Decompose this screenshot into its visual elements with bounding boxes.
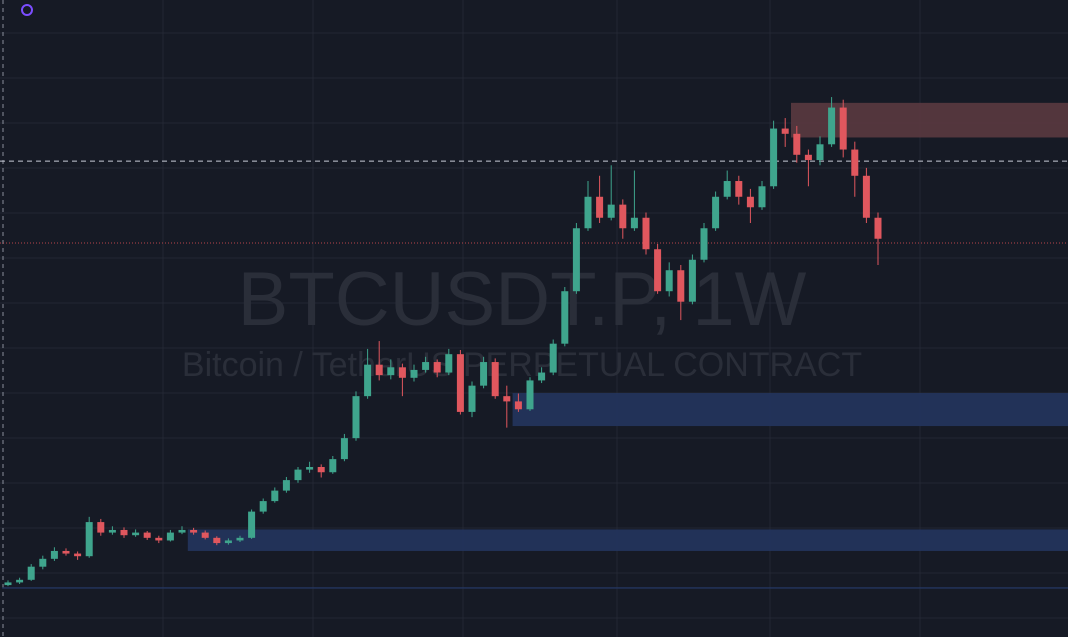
candle-body [584, 196, 592, 229]
candle-body [468, 385, 476, 412]
candle-body [4, 582, 12, 586]
candle-body [816, 144, 824, 161]
candle-body [132, 532, 140, 536]
candle-body [27, 566, 35, 580]
candle-body [398, 367, 406, 378]
candle-body [143, 532, 151, 538]
candle-body [561, 291, 569, 344]
candle-body [248, 511, 256, 538]
zone [2, 587, 1068, 589]
candle-body [828, 107, 836, 145]
candle-body [480, 362, 488, 386]
candle-body [538, 372, 546, 381]
indicator-icon[interactable] [21, 4, 33, 16]
candle-body [352, 396, 360, 439]
candle-body [839, 107, 847, 150]
candle-body [433, 362, 441, 373]
candle-body [665, 270, 673, 292]
candle-body [317, 466, 325, 473]
candle-body [781, 128, 789, 134]
candle-body [201, 532, 209, 538]
candle-body [445, 354, 453, 373]
candle-body [712, 196, 720, 229]
candle-body [619, 204, 627, 229]
candle-body [723, 181, 731, 197]
candle-body [630, 217, 638, 229]
candle-body [770, 128, 778, 187]
candle-body [642, 217, 650, 250]
candle-body [108, 529, 116, 533]
candle-body [166, 532, 174, 541]
watermark-symbol: BTCUSDT.P, 1W [238, 257, 807, 342]
candle-body [155, 537, 163, 541]
candle-body [178, 529, 186, 533]
candle-body [549, 343, 557, 373]
candle-body [39, 558, 47, 567]
candle-body [654, 249, 662, 292]
candle-body [271, 490, 279, 502]
candle-body [735, 181, 743, 197]
candle-body [259, 501, 267, 512]
candle-body [526, 380, 534, 410]
candle-body [224, 540, 232, 544]
candle-body [514, 401, 522, 410]
candle-body [16, 579, 24, 583]
candle-body [596, 196, 604, 218]
candle-body [700, 228, 708, 260]
zones [2, 102, 1068, 589]
candle-body [120, 529, 128, 536]
candle-body [364, 364, 372, 397]
candle-body [422, 362, 430, 370]
candle-body [294, 469, 302, 481]
candle-body [62, 550, 70, 554]
candle-body [503, 396, 511, 402]
candle-body [236, 537, 244, 541]
levels [0, 160, 1068, 244]
watermark-description: Bitcoin / TetherUS PERPETUAL CONTRACT [182, 346, 862, 384]
zone [187, 529, 1068, 551]
candle-body [874, 217, 882, 239]
candle-body [793, 133, 801, 155]
candle-body [410, 369, 418, 378]
candle-body [85, 522, 93, 557]
candle-body [74, 553, 82, 557]
candle-body [282, 480, 290, 491]
candle-body [572, 228, 580, 292]
candle-body [456, 354, 464, 412]
candle-body [213, 537, 221, 544]
zone [512, 393, 1068, 427]
candle-body [50, 550, 58, 559]
candle-body [746, 196, 754, 208]
candle-body [851, 149, 859, 176]
candle-body [329, 459, 337, 473]
candle-body [607, 204, 615, 218]
candle-body [758, 186, 766, 208]
zone [791, 102, 1068, 138]
candle-body [688, 259, 696, 302]
candle-body [306, 466, 314, 470]
candle-body [387, 367, 395, 376]
candles [4, 97, 882, 587]
candle-body [190, 529, 198, 533]
candle-body [862, 175, 870, 218]
candle-body [677, 270, 685, 302]
candle-body [340, 438, 348, 460]
candle-body [375, 364, 383, 376]
candle-body [491, 362, 499, 397]
candle-body [97, 522, 105, 533]
candle-body [804, 154, 812, 161]
